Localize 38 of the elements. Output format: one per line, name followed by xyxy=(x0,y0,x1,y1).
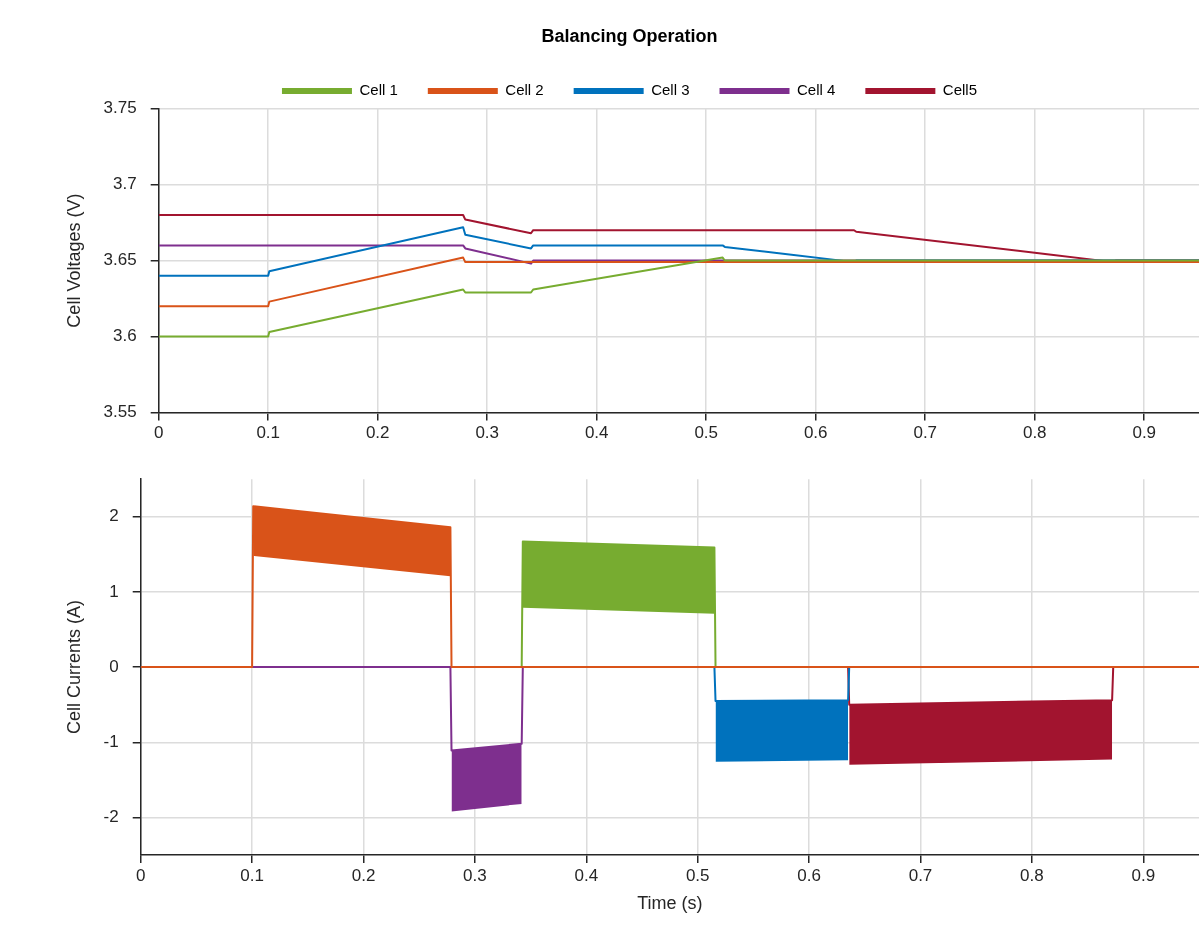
x-tick-label: 0.8 xyxy=(1020,865,1044,885)
x-tick-label: 0.3 xyxy=(463,865,487,885)
x-tick-label: 0 xyxy=(153,423,164,443)
legend-label: Cell5 xyxy=(942,81,978,99)
x-tick-label: 0.1 xyxy=(240,865,264,885)
y-tick-label: -2 xyxy=(103,807,119,827)
x-tick-label: 0.5 xyxy=(694,423,719,443)
x-tick-label: 0.2 xyxy=(365,423,390,443)
y-tick-label: 1 xyxy=(109,581,119,601)
y-axis-title: Cell Currents (A) xyxy=(63,600,84,735)
y-tick-label: 3.75 xyxy=(103,98,137,118)
legend-label: Cell 3 xyxy=(651,81,690,99)
x-tick-label: 0.4 xyxy=(584,423,609,443)
y-tick-label: 3.55 xyxy=(103,402,137,422)
legend-label: Cell 1 xyxy=(359,81,398,99)
y-tick-label: 3.65 xyxy=(103,250,137,270)
x-tick-label: 0.4 xyxy=(574,865,599,885)
x-tick-label: 0.7 xyxy=(913,423,938,443)
x-tick-label: 0.7 xyxy=(908,865,933,885)
y-tick-label: 0 xyxy=(109,656,119,676)
chart-title: Balancing Operation xyxy=(541,25,718,46)
legend-label: Cell 2 xyxy=(505,81,544,99)
x-tick-label: 0.5 xyxy=(685,865,710,885)
legend-label: Cell 4 xyxy=(797,81,836,99)
x-tick-label: 0.6 xyxy=(797,865,821,885)
y-tick-label: 3.7 xyxy=(113,174,137,194)
y-axis-title: Cell Voltages (V) xyxy=(63,193,84,328)
y-tick-label: -1 xyxy=(103,731,119,751)
x-tick-label: 0.3 xyxy=(475,423,500,443)
y-tick-label: 3.6 xyxy=(113,326,137,346)
y-tick-label: 2 xyxy=(109,506,119,526)
x-tick-label: 0.8 xyxy=(1022,423,1047,443)
x-tick-label: 0.6 xyxy=(803,423,828,443)
x-tick-label: 0.1 xyxy=(256,423,281,443)
x-tick-label: 0.2 xyxy=(351,865,376,885)
x-tick-label: 0.9 xyxy=(1131,865,1156,885)
x-tick-label: 0.9 xyxy=(1132,423,1157,443)
x-axis-title: Time (s) xyxy=(637,893,703,914)
